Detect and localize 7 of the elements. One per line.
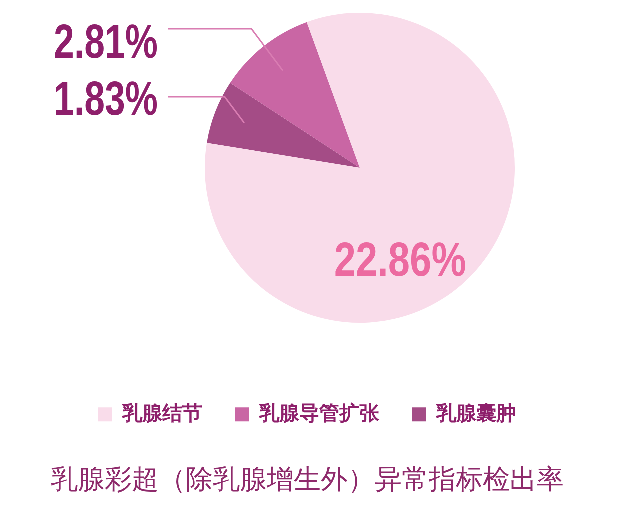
data-label: 1.83% <box>54 72 158 126</box>
legend-label: 乳腺结节 <box>122 403 202 426</box>
legend-label: 乳腺导管扩张 <box>258 402 380 426</box>
text: 乳腺彩超（除乳腺增生外）异常指标检出率 <box>51 464 564 494</box>
data-label: 2.81% <box>54 16 158 70</box>
data-label: 22.86% <box>334 232 466 287</box>
legend-label: 乳腺囊肿 <box>436 403 516 426</box>
